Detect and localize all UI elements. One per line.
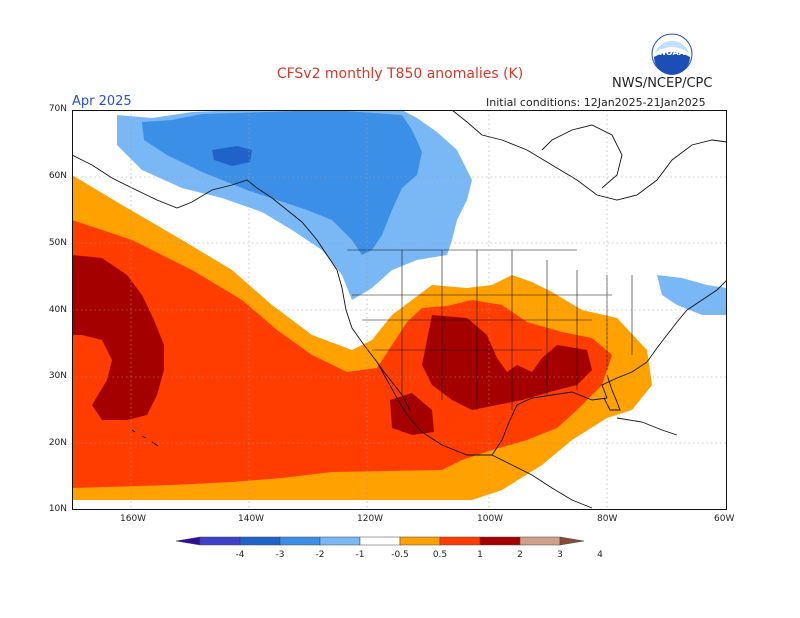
anomaly-below-3 [212, 146, 252, 166]
colorbar-right-arrow [559, 536, 585, 546]
noaa-logo-icon: NOAA [651, 33, 693, 75]
central-america-coast [491, 454, 593, 509]
colorbar-segments [175, 536, 585, 546]
lon-label-140w: 140W [238, 514, 265, 524]
colorbar-tick-label: 3 [557, 550, 563, 560]
colorbar-segment [319, 536, 361, 546]
gulf-coast [491, 361, 648, 456]
colorbar-tick-label: 0.5 [433, 550, 447, 560]
anomaly-above-3-pacific [72, 255, 164, 420]
logo-text: NOAA [659, 48, 685, 57]
lat-label-40n: 40N [48, 305, 67, 315]
colorbar-segment [359, 536, 401, 546]
forecast-month: Apr 2025 [72, 94, 132, 109]
alaska-coast [72, 154, 338, 271]
agency-label: NWS/NCEP/CPC [612, 76, 713, 91]
colorbar-tick-label: -0.5 [391, 550, 409, 560]
lat-label-70n: 70N [48, 104, 67, 114]
cuba-coast [616, 417, 678, 436]
colorbar-tick-label: 2 [517, 550, 523, 560]
map-frame [72, 110, 727, 510]
anomaly-above-2 [72, 220, 612, 488]
colorbar-segment [439, 536, 481, 546]
colorbar-segment [519, 536, 561, 546]
coastlines [72, 110, 727, 509]
colorbar-segment [239, 536, 281, 546]
colorbar-tick-label: -4 [236, 550, 245, 560]
hawaii-islands [131, 429, 159, 447]
colorbar-tick-label: 1 [477, 550, 483, 560]
anomaly-map [72, 110, 727, 510]
colorbar: -4 -3 -2 -1 -0.5 0.5 1 2 3 4 [175, 536, 604, 560]
lat-label-60n: 60N [48, 171, 67, 181]
positive-anomaly-layer [72, 175, 652, 500]
lon-label-100w: 100W [477, 514, 504, 524]
lon-label-120w: 120W [357, 514, 384, 524]
colorbar-tick-label: -3 [276, 550, 285, 560]
lat-label-10n: 10N [48, 504, 67, 514]
colorbar-segment [479, 536, 521, 546]
lon-label-60w: 60W [714, 514, 735, 524]
graticule [72, 110, 727, 510]
anomaly-above-3-mexico [390, 393, 434, 435]
lon-label-160w: 160W [120, 514, 147, 524]
west-coast-na [336, 269, 492, 456]
colorbar-segment [199, 536, 241, 546]
baja-coast [376, 361, 411, 411]
colorbar-tick-label: -1 [356, 550, 365, 560]
lat-label-20n: 20N [48, 438, 67, 448]
lat-label-50n: 50N [48, 238, 67, 248]
colorbar-left-arrow [175, 536, 201, 546]
colorbar-tick-label: -2 [316, 550, 325, 560]
florida-coast [603, 374, 621, 411]
colorbar-tick-label: 4 [597, 550, 603, 560]
east-coast-na [646, 279, 727, 363]
anomaly-below-2 [142, 110, 422, 255]
canada-arctic-coast [451, 110, 727, 201]
lon-label-80w: 80W [597, 514, 618, 524]
state-borders [347, 249, 633, 410]
hudson-bay-coast [541, 124, 623, 189]
initial-conditions: Initial conditions: 12Jan2025-21Jan2025 [486, 96, 706, 109]
negative-anomaly-layer [117, 110, 727, 315]
anomaly-below-1-atlantic [657, 275, 727, 315]
lat-label-30n: 30N [48, 371, 67, 381]
map-title: CFSv2 monthly T850 anomalies (K) [276, 66, 524, 82]
anomaly-above-3-texas [422, 315, 592, 410]
colorbar-segment [399, 536, 441, 546]
colorbar-segment [279, 536, 321, 546]
colorbar-ticks: -4 -3 -2 -1 -0.5 0.5 1 2 3 4 [236, 550, 604, 560]
